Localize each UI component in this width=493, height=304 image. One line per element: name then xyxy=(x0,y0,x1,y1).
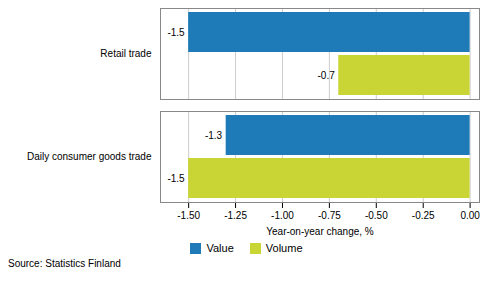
svg-text:Year-on-year change, %: Year-on-year change, % xyxy=(266,226,374,237)
svg-text:-1.3: -1.3 xyxy=(205,130,223,141)
svg-text:-1.00: -1.00 xyxy=(271,210,294,221)
svg-text:-0.50: -0.50 xyxy=(365,210,388,221)
html-text:Volume: Volume xyxy=(265,242,303,254)
svg-text:-0.75: -0.75 xyxy=(318,210,341,221)
svg-text:-1.5: -1.5 xyxy=(167,173,185,184)
svg-text:Daily consumer goods trade: Daily consumer goods trade xyxy=(27,151,152,162)
svg-text:0.00: 0.00 xyxy=(460,210,480,221)
html-text:Source: Statistics Finland: Source: Statistics Finland xyxy=(8,258,121,269)
svg-text:-0.25: -0.25 xyxy=(412,210,435,221)
svg-text:-1.50: -1.50 xyxy=(177,210,200,221)
svg-text:-1.25: -1.25 xyxy=(224,210,247,221)
svg-text:Retail trade: Retail trade xyxy=(100,48,152,59)
svg-text:-0.7: -0.7 xyxy=(318,70,336,81)
html-text:Value: Value xyxy=(206,242,234,254)
svg-text:-1.5: -1.5 xyxy=(167,27,185,38)
